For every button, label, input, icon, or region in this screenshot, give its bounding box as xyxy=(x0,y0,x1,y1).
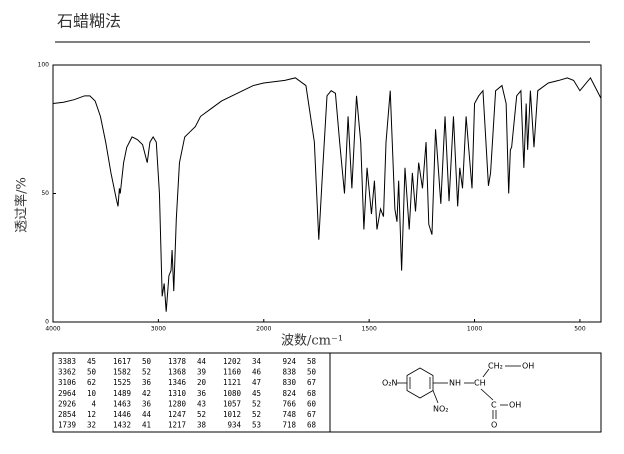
table-cell: 52 xyxy=(142,368,151,377)
structure-label: OH xyxy=(522,362,534,371)
table-cell: 1160 xyxy=(223,368,242,377)
table-cell: 1217 xyxy=(168,421,186,430)
table-cell: 41 xyxy=(142,421,151,430)
table-cell: 44 xyxy=(197,357,207,366)
table-cell: 39 xyxy=(197,368,206,377)
table-cell: 45 xyxy=(87,357,96,366)
bond xyxy=(482,368,490,378)
table-cell: 748 xyxy=(282,410,296,419)
table-cell: 1346 xyxy=(168,378,187,387)
x-tick-label: 1500 xyxy=(362,326,377,333)
structure xyxy=(397,365,521,419)
table-cell: 3362 xyxy=(58,368,76,377)
table-cell: 52 xyxy=(197,410,206,419)
x-tick-label: 500 xyxy=(574,326,586,333)
table-cell: 36 xyxy=(197,389,207,398)
table-cell: 47 xyxy=(252,378,261,387)
table-cell: 2926 xyxy=(58,399,77,408)
structure-label: NH xyxy=(449,379,461,388)
table-cell: 1378 xyxy=(168,357,187,366)
y-tick-label: 50 xyxy=(41,190,49,197)
x-tick-label: 1000 xyxy=(467,326,482,333)
table-cell: 1463 xyxy=(113,399,131,408)
x-axis-label: 波数/cm⁻¹ xyxy=(281,334,343,349)
table-cell: 838 xyxy=(282,368,296,377)
table-cell: 50 xyxy=(87,368,97,377)
table-cell: 45 xyxy=(252,389,261,398)
table-cell: 43 xyxy=(197,399,206,408)
table-cell: 2964 xyxy=(58,389,77,398)
table-cell: 1489 xyxy=(113,389,131,398)
table-cell: 1080 xyxy=(223,389,242,398)
table-cell: 50 xyxy=(142,357,152,366)
table-frame xyxy=(52,352,602,433)
table-cell: 52 xyxy=(252,410,261,419)
table-cell: 824 xyxy=(282,389,296,398)
structure-label: O₂N xyxy=(382,379,398,388)
table-cell: 42 xyxy=(142,389,151,398)
table-cell: 1280 xyxy=(168,399,187,408)
table-cell: 4 xyxy=(91,399,96,408)
table-cell: 44 xyxy=(142,410,152,419)
table-cell: 53 xyxy=(252,421,261,430)
chart-title: 石蜡糊法 xyxy=(57,12,121,31)
table-cell: 1368 xyxy=(168,368,187,377)
table-cell: 36 xyxy=(142,399,152,408)
table-cell: 32 xyxy=(87,421,96,430)
bond xyxy=(432,390,439,404)
table-cell: 2854 xyxy=(58,410,77,419)
table-cell: 1121 xyxy=(223,378,241,387)
structure-label: O xyxy=(491,421,497,430)
table-cell: 52 xyxy=(252,399,261,408)
x-tick-label: 4000 xyxy=(45,326,60,333)
table-cell: 1432 xyxy=(113,421,131,430)
x-tick-label: 2000 xyxy=(256,326,271,333)
table-cell: 34 xyxy=(252,357,262,366)
table-cell: 1310 xyxy=(168,389,187,398)
table-cell: 50 xyxy=(307,368,317,377)
table-cell: 830 xyxy=(282,378,296,387)
table-cell: 934 xyxy=(227,421,241,430)
table-cell: 1582 xyxy=(113,368,131,377)
table-cell: 1446 xyxy=(113,410,132,419)
spectrum-line xyxy=(52,76,602,312)
table-cell: 3106 xyxy=(58,378,77,387)
table-cell: 1012 xyxy=(223,410,241,419)
table-cell: 718 xyxy=(282,421,296,430)
table-cell: 36 xyxy=(142,378,152,387)
table-cell: 10 xyxy=(87,389,97,398)
table-cell: 12 xyxy=(87,410,96,419)
table-cell: 62 xyxy=(87,378,96,387)
table-cell: 1617 xyxy=(113,357,131,366)
y-axis-label: 透过率/% xyxy=(14,177,30,233)
table-cell: 3383 xyxy=(58,357,76,366)
y-tick-label: 100 xyxy=(38,62,50,69)
structure-label: OH xyxy=(509,401,521,410)
table-cell: 38 xyxy=(197,421,207,430)
table-cell: 20 xyxy=(197,378,207,387)
bond xyxy=(480,388,494,401)
table-cell: 60 xyxy=(307,399,317,408)
structure-label: CH xyxy=(474,379,486,388)
table-cell: 67 xyxy=(307,410,316,419)
ring xyxy=(406,367,434,399)
table-cell: 67 xyxy=(307,378,316,387)
table-cell: 58 xyxy=(307,357,317,366)
structure-label: C xyxy=(491,401,497,410)
table-cell: 1247 xyxy=(168,410,186,419)
table-cell: 1739 xyxy=(58,421,76,430)
table-cell: 1057 xyxy=(223,399,241,408)
table-cell: 46 xyxy=(252,368,262,377)
table-cell: 1202 xyxy=(223,357,241,366)
y-tick-label: 0 xyxy=(45,319,49,326)
table-cell: 1525 xyxy=(113,378,131,387)
x-tick-label: 3000 xyxy=(151,326,166,333)
structure-label: CH₂ xyxy=(488,362,503,371)
structure-label: NO₂ xyxy=(433,405,449,414)
table-cell: 766 xyxy=(282,399,296,408)
table-cell: 68 xyxy=(307,421,317,430)
table-cell: 924 xyxy=(282,357,296,366)
table-cell: 68 xyxy=(307,389,317,398)
